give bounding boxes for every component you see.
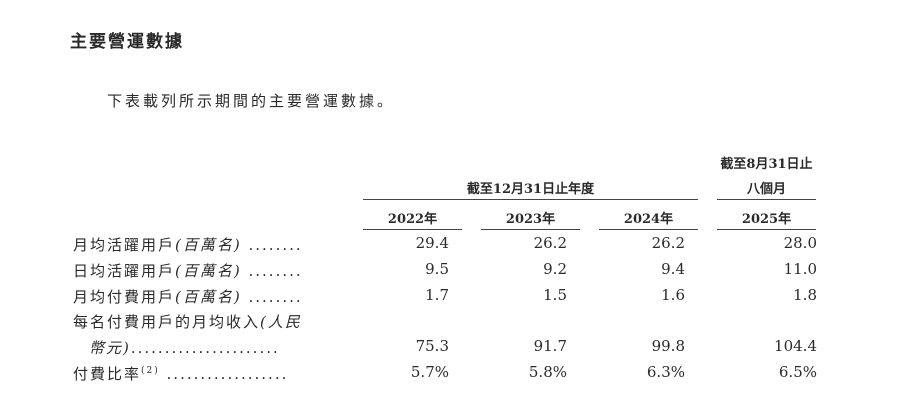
section-title: 主要營運數據 [70,32,184,52]
cell: 28.0 [783,234,817,252]
cell: 9.4 [661,260,685,278]
column-header-2022: 2022年 [387,212,438,227]
row-label-paying-users: 月均付費用戶(百萬名) ........ [73,288,303,306]
column-rule [363,229,462,230]
intro-text: 下表載列所示期間的主要營運數據。 [107,92,396,110]
cell: 6.3% [646,363,685,381]
cell: 26.2 [651,234,685,252]
row-label-paying-ratio: 付費比率(2) .................. [73,365,289,383]
cell: 75.3 [415,337,449,355]
cell: 99.8 [651,337,685,355]
cell: 6.5% [778,363,817,381]
row-label-dau: 日均活躍用戶(百萬名) ........ [73,262,303,280]
cell: 1.6 [661,286,685,304]
column-header-2023: 2023年 [505,212,556,227]
header-period-line1: 截至8月31日止 [720,157,813,172]
cell: 11.0 [783,260,817,278]
column-rule [481,229,580,230]
cell: 91.7 [533,337,567,355]
cell: 29.4 [415,234,449,252]
cell: 5.7% [410,363,449,381]
cell: 1.7 [425,286,449,304]
header-fiscal-years: 截至12月31日止年度 [466,182,595,197]
header-rule [363,199,698,200]
column-header-2025: 2025年 [741,212,792,227]
cell: 1.8 [793,286,817,304]
cell: 26.2 [533,234,567,252]
row-label-arppu-cont: 幣元)...................... [89,339,280,357]
cell: 104.4 [774,337,817,355]
column-header-2024: 2024年 [623,212,674,227]
cell: 1.5 [543,286,567,304]
row-label-arppu: 每名付費用戶的月均收入(人民 [73,313,302,331]
row-label-mau: 月均活躍用戶(百萬名) ........ [73,236,303,254]
footnote-ref: (2) [141,366,160,376]
cell: 5.8% [528,363,567,381]
header-rule [717,199,816,200]
cell: 9.5 [425,260,449,278]
header-period-line2: 八個月 [746,182,786,197]
column-rule [599,229,698,230]
cell: 9.2 [543,260,567,278]
column-rule [717,229,816,230]
